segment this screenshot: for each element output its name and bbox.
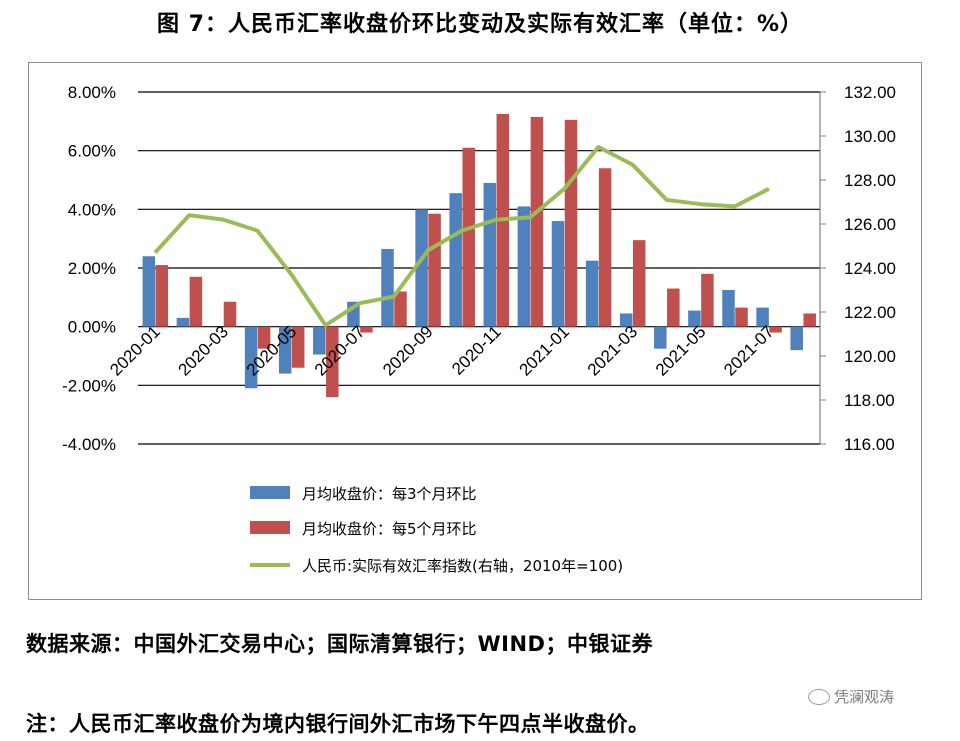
x-tick-label: 2021-03 bbox=[584, 322, 642, 380]
bar-5m bbox=[462, 147, 475, 327]
bar-5m bbox=[735, 307, 748, 327]
right-tick-label: 130.00 bbox=[844, 127, 896, 146]
x-tick-label: 2020-09 bbox=[379, 322, 437, 380]
left-tick-label: 6.00% bbox=[68, 142, 116, 161]
bar-5m bbox=[632, 240, 646, 327]
x-tick-label: 2021-07 bbox=[720, 322, 778, 380]
bar-5m bbox=[667, 288, 680, 327]
bar-3m bbox=[585, 260, 599, 327]
bar-3m bbox=[483, 182, 497, 327]
bar-5m bbox=[189, 276, 203, 327]
footnote: 注：人民币汇率收盘价为境内银行间外汇市场下午四点半收盘价。 bbox=[26, 712, 650, 736]
right-tick-label: 128.00 bbox=[844, 171, 896, 190]
right-tick-label: 120.00 bbox=[844, 347, 896, 366]
wechat-icon bbox=[808, 688, 830, 705]
x-tick-label: 2020-03 bbox=[175, 322, 233, 380]
bar-3m bbox=[415, 209, 428, 327]
bar-3m bbox=[517, 206, 531, 327]
right-tick-label: 116.00 bbox=[844, 435, 895, 454]
chart-title: 图 7：人民币汇率收盘价环比变动及实际有效汇率（单位：%） bbox=[156, 12, 803, 37]
bar-5m bbox=[223, 301, 237, 327]
bar-5m bbox=[701, 273, 714, 327]
data-source: 数据来源：中国外汇交易中心；国际清算银行；WIND；中银证券 bbox=[26, 632, 653, 656]
bar-5m bbox=[428, 213, 441, 327]
bar-3m bbox=[790, 326, 803, 351]
bar-3m bbox=[756, 307, 769, 327]
bar-3m bbox=[244, 326, 258, 389]
x-tick-label: 2021-01 bbox=[516, 322, 574, 380]
bar-5m bbox=[360, 326, 373, 333]
right-tick-label: 126.00 bbox=[844, 215, 896, 234]
bar-5m bbox=[155, 265, 169, 327]
left-tick-label: 0.00% bbox=[68, 318, 116, 337]
x-tick-label: 2020-11 bbox=[448, 322, 505, 379]
bar-3m bbox=[551, 221, 565, 327]
left-tick-label: 4.00% bbox=[68, 200, 116, 219]
left-tick-label: 2.00% bbox=[68, 259, 116, 278]
bar-5m bbox=[257, 326, 271, 349]
right-tick-label: 118.00 bbox=[844, 391, 895, 410]
bar-3m bbox=[176, 317, 190, 327]
watermark-text: 凭澜观涛 bbox=[834, 688, 895, 706]
bar-5m bbox=[394, 291, 407, 327]
bar-3m bbox=[449, 193, 462, 327]
bar-3m bbox=[313, 326, 326, 355]
reer-line bbox=[153, 145, 770, 328]
bar-5m bbox=[598, 168, 612, 327]
watermark: 凭澜观涛 bbox=[808, 686, 894, 707]
chart-frame bbox=[28, 62, 922, 600]
bar-3m bbox=[142, 256, 156, 327]
bar-3m bbox=[654, 326, 667, 349]
bar-5m bbox=[326, 326, 339, 398]
bar-5m bbox=[530, 116, 544, 327]
bar-3m bbox=[722, 290, 735, 327]
right-tick-label: 122.00 bbox=[844, 303, 896, 322]
legend-label-5m: 月均收盘价：每5个月环比 bbox=[302, 520, 477, 538]
bar-3m bbox=[619, 313, 633, 327]
legend-swatch-3m bbox=[250, 486, 290, 499]
legend-swatch-5m bbox=[250, 521, 290, 534]
bar-3m bbox=[381, 248, 394, 327]
left-tick-label: -2.00% bbox=[62, 376, 116, 395]
legend-label-3m: 月均收盘价：每3个月环比 bbox=[302, 485, 477, 503]
left-tick-label: 8.00% bbox=[68, 83, 116, 102]
bar-5m bbox=[564, 119, 578, 327]
right-tick-label: 124.00 bbox=[844, 259, 896, 278]
legend-label-reer: 人民币:实际有效汇率指数(右轴，2010年=100) bbox=[302, 557, 623, 575]
bar-3m bbox=[688, 310, 701, 327]
bar-5m bbox=[803, 313, 816, 327]
bar-5m bbox=[769, 326, 782, 333]
left-tick-label: -4.00% bbox=[62, 435, 116, 454]
bar-5m bbox=[291, 326, 305, 368]
bar-3m bbox=[278, 326, 292, 374]
right-tick-label: 132.00 bbox=[844, 83, 896, 102]
